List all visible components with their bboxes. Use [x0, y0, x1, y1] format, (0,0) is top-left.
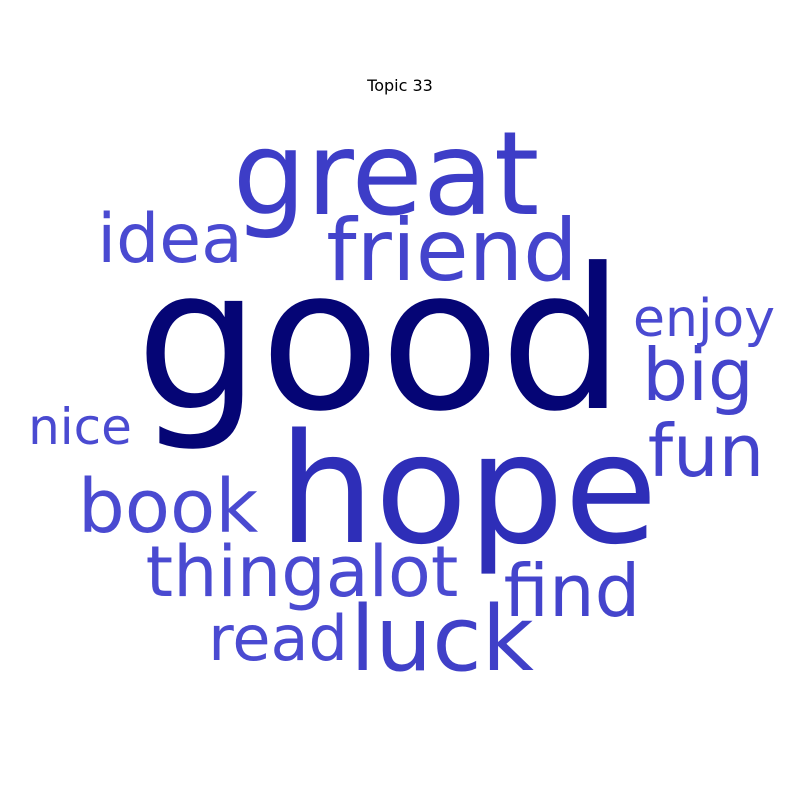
word-read: read: [208, 602, 348, 675]
word-good: good: [136, 227, 625, 455]
word-friend: friend: [326, 201, 578, 301]
chart-title: Topic 33: [367, 76, 433, 95]
word-enjoy: enjoy: [633, 289, 775, 349]
word-book: book: [78, 464, 259, 550]
word-nice: nice: [28, 398, 132, 456]
word-thingalot: thingalot: [146, 531, 459, 613]
word-hope: hope: [278, 401, 657, 578]
word-great: great: [233, 107, 540, 242]
word-big: big: [642, 333, 753, 417]
word-fun: fun: [648, 409, 765, 493]
word-find: find: [504, 549, 641, 633]
word-luck: luck: [350, 587, 534, 692]
word-idea: idea: [97, 200, 243, 279]
